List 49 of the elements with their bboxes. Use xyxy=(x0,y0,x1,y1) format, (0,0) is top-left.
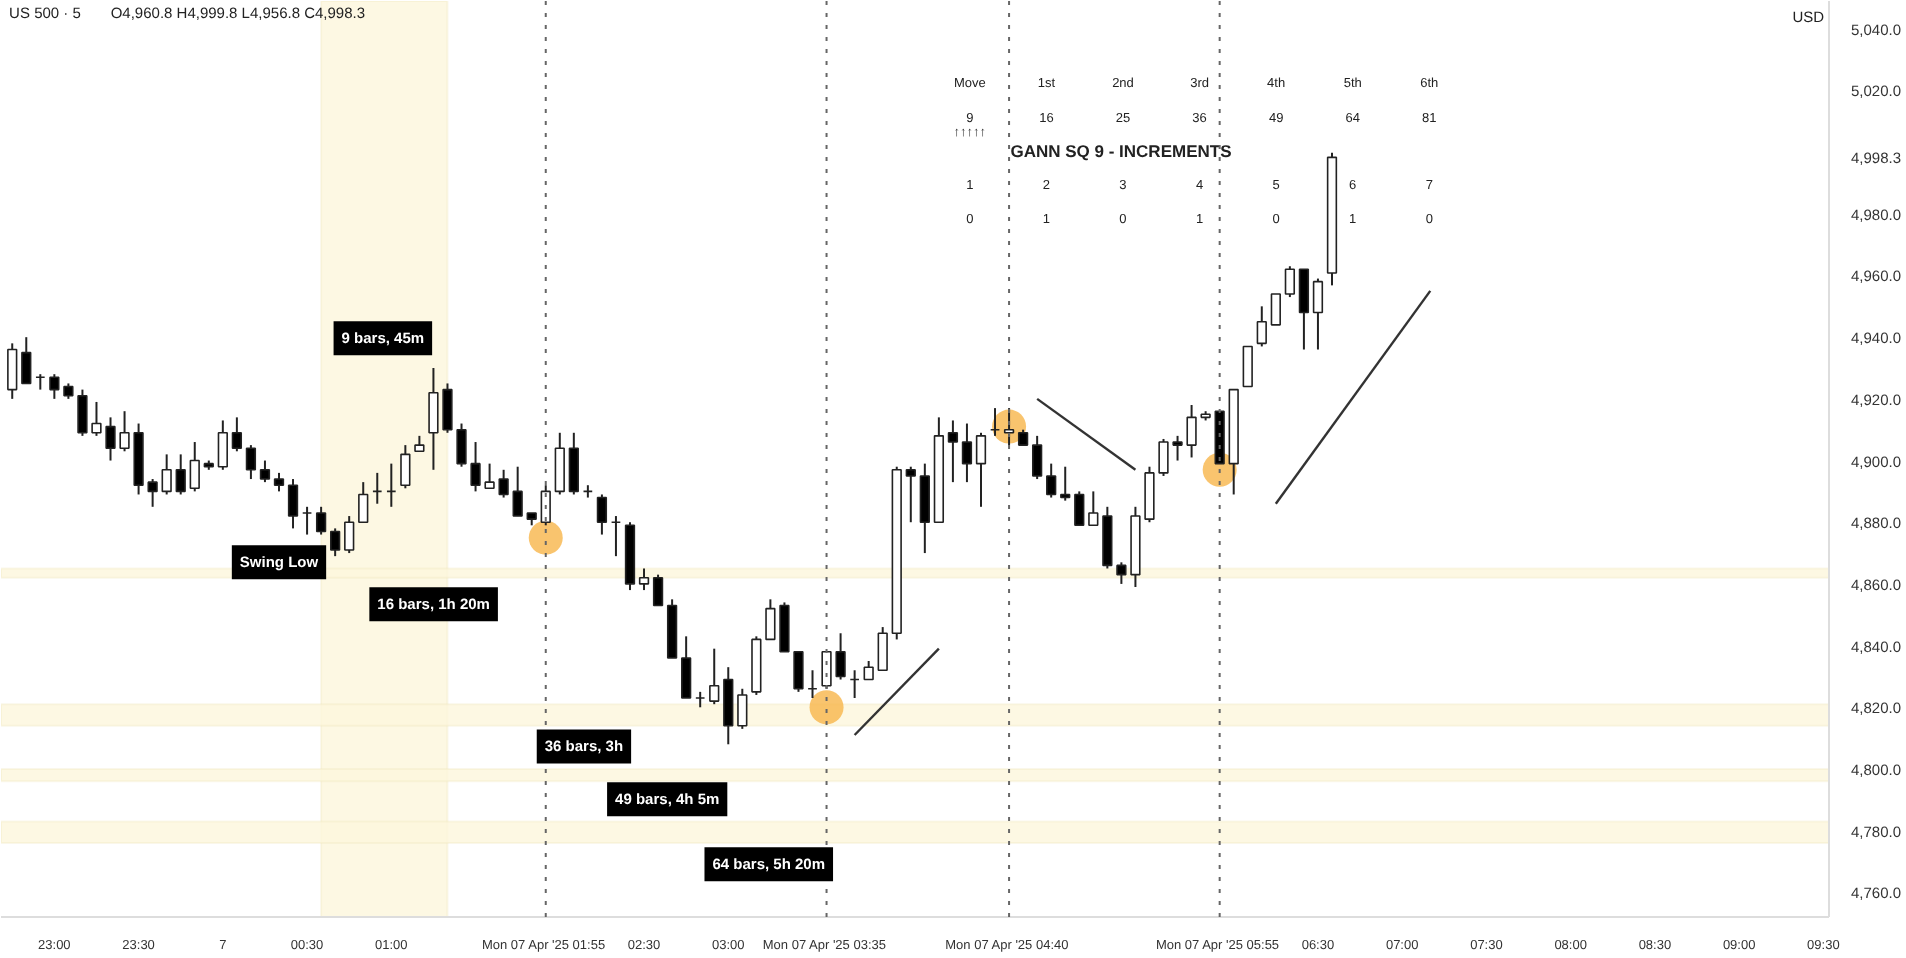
candlestick xyxy=(273,471,285,493)
candlestick xyxy=(330,527,341,558)
annotation: GANN SQ 9 - INCREMENTS xyxy=(1010,141,1233,162)
candlestick xyxy=(975,431,987,508)
candlestick xyxy=(175,453,186,496)
candlestick xyxy=(877,626,888,672)
candlestick xyxy=(7,342,18,400)
candlestick xyxy=(358,481,369,524)
candlestick xyxy=(709,647,720,706)
candlestick xyxy=(1003,407,1015,447)
candlestick xyxy=(400,444,411,490)
candlestick xyxy=(1298,268,1310,351)
candlestick xyxy=(189,441,200,493)
candlestick xyxy=(1284,265,1296,299)
candlestick xyxy=(568,431,579,496)
candlestick xyxy=(315,505,327,536)
candlestick xyxy=(245,444,257,481)
candlestick xyxy=(512,465,523,518)
candlestick xyxy=(231,416,243,453)
candlestick xyxy=(652,573,664,607)
candlestick xyxy=(596,493,608,536)
candlestick xyxy=(287,478,299,530)
candlestick xyxy=(161,453,172,496)
candlestick xyxy=(1088,490,1099,527)
candlestick xyxy=(961,422,973,484)
candlestick xyxy=(638,567,650,592)
candlestick xyxy=(1074,490,1085,527)
candlestick xyxy=(793,650,804,693)
candlestick xyxy=(947,419,959,484)
candlestick xyxy=(737,687,748,730)
candlestick xyxy=(863,660,874,681)
candlestick xyxy=(681,635,692,700)
candlestick xyxy=(1242,345,1253,388)
candlestick xyxy=(1046,462,1057,499)
candlestick xyxy=(905,465,916,524)
point xyxy=(528,520,563,555)
candlestick xyxy=(723,666,734,746)
candlestick xyxy=(919,462,930,555)
candlestick xyxy=(1032,434,1043,481)
candlestick xyxy=(554,431,565,496)
candlestick xyxy=(21,336,32,385)
candlestick xyxy=(344,515,355,555)
point xyxy=(809,690,844,725)
candlestick xyxy=(1256,305,1267,348)
candlestick xyxy=(217,419,228,471)
candlestick xyxy=(259,459,271,484)
candlestick xyxy=(1312,277,1324,351)
candlestick xyxy=(456,422,467,468)
candlestick xyxy=(1270,293,1281,326)
